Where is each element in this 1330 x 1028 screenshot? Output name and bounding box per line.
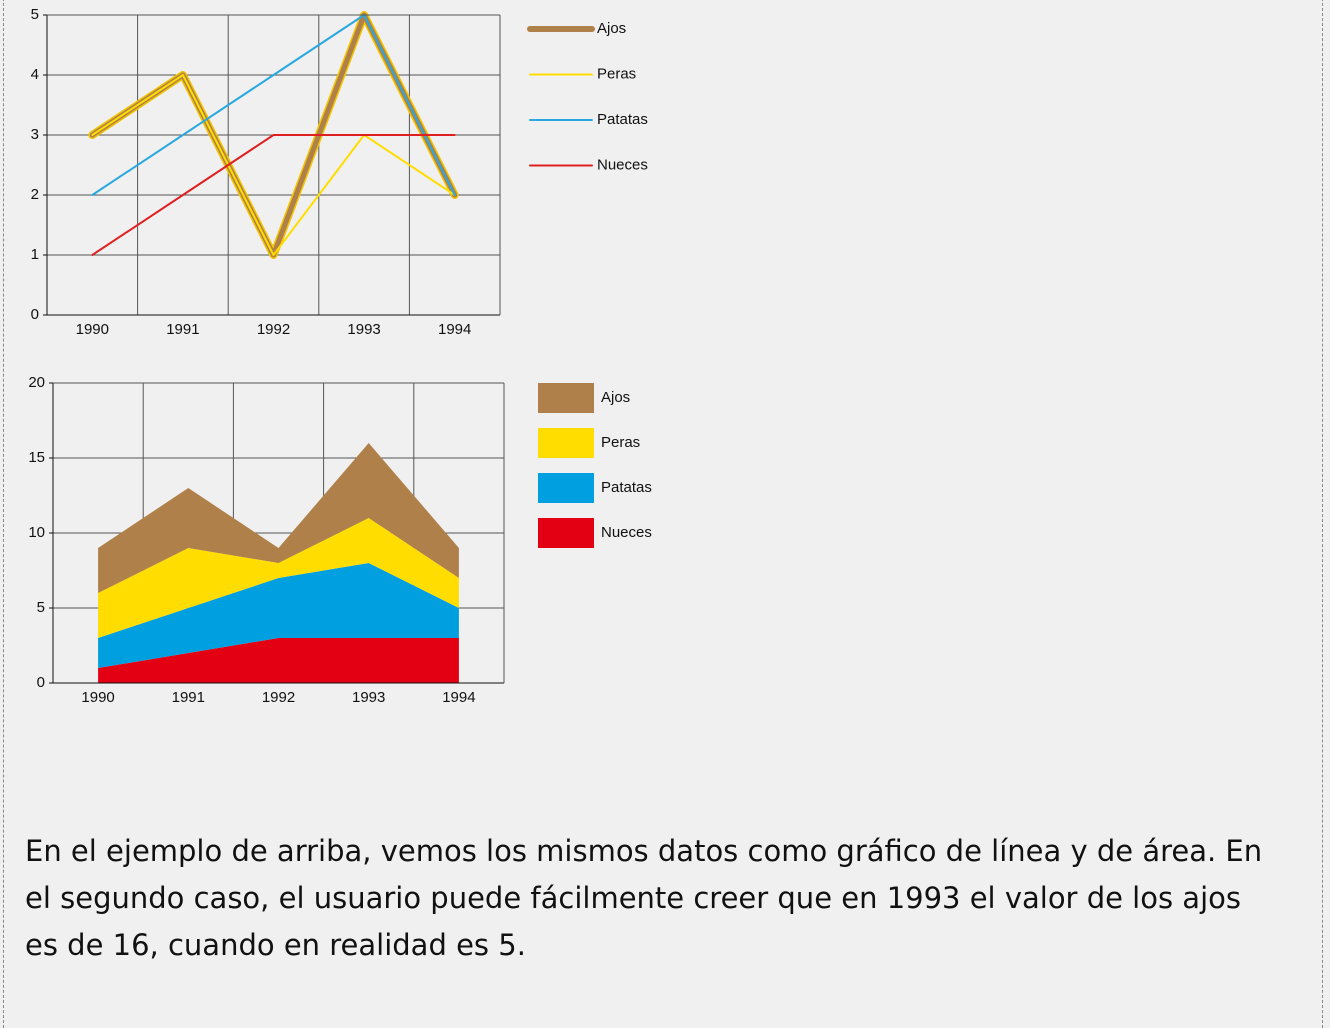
legend-swatch xyxy=(538,473,594,503)
legend-label: Ajos xyxy=(597,20,626,37)
legend-label: Peras xyxy=(601,434,640,451)
legend-label: Patatas xyxy=(601,479,652,496)
legend-swatch xyxy=(538,428,594,458)
x-tick-label: 1992 xyxy=(262,689,295,706)
y-tick-label: 15 xyxy=(28,449,45,466)
x-tick-label: 1993 xyxy=(347,321,380,338)
paragraph: En el ejemplo de arriba, vemos los mismo… xyxy=(25,834,1263,962)
legend-swatch xyxy=(538,518,594,548)
area xyxy=(98,563,459,668)
frame xyxy=(3,0,1323,1028)
line xyxy=(91,14,456,196)
x-tick-label: 1991 xyxy=(172,689,205,706)
x-tick-label: 1990 xyxy=(76,321,109,338)
x-tick-label: 1992 xyxy=(257,321,290,338)
line xyxy=(91,74,456,256)
x-tick-label: 1993 xyxy=(352,689,385,706)
line xyxy=(91,134,456,256)
y-tick-label: 1 xyxy=(31,246,39,263)
y-tick-label: 20 xyxy=(28,374,45,391)
y-tick-label: 3 xyxy=(31,126,39,143)
x-tick-label: 1994 xyxy=(438,321,471,338)
y-tick-label: 10 xyxy=(28,524,45,541)
legend-label: Ajos xyxy=(601,389,630,406)
y-tick-label: 0 xyxy=(37,674,45,691)
legend-label: Nueces xyxy=(601,524,652,541)
x-tick-label: 1991 xyxy=(166,321,199,338)
y-tick-label: 5 xyxy=(31,6,39,23)
area xyxy=(98,518,459,638)
charts: 0 1 2 3 4 5 1990 1991 1992 1993 1994 Ajos Peras Patat… xyxy=(28,6,652,706)
legend-swatch xyxy=(538,383,594,413)
legend-label: Patatas xyxy=(597,111,648,128)
legend-label: Peras xyxy=(597,65,636,82)
legend-label: Nueces xyxy=(597,156,648,173)
area xyxy=(98,443,459,593)
x-tick-label: 1990 xyxy=(81,689,114,706)
y-tick-label: 5 xyxy=(37,599,45,616)
y-tick-label: 0 xyxy=(31,306,39,323)
y-tick-label: 2 xyxy=(31,186,39,203)
x-tick-label: 1994 xyxy=(442,689,475,706)
y-tick-label: 4 xyxy=(31,66,39,83)
area xyxy=(98,638,459,683)
